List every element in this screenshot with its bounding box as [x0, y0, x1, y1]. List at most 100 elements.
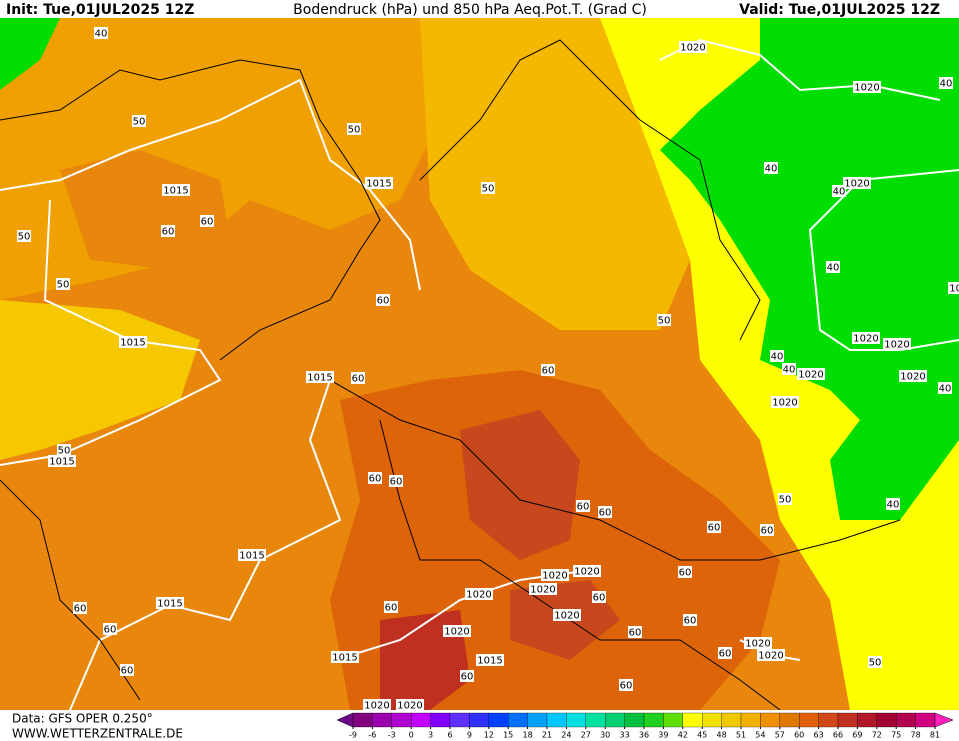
colorbar-segment — [876, 712, 897, 728]
thetae-label: 40 — [765, 164, 778, 175]
thetae-label-group: 50 — [657, 314, 671, 327]
thetae-label: 60 — [352, 374, 365, 385]
isobar-label: 1020 — [758, 651, 783, 662]
colorbar-tick-label: 78 — [911, 731, 921, 740]
colorbar-tick-label: 9 — [467, 731, 472, 740]
isobar-label-group: 1020 — [948, 282, 959, 295]
isobar-label-box — [797, 368, 825, 380]
thetae-label: 40 — [95, 29, 108, 40]
data-source: Data: GFS OPER 0.250° — [12, 712, 153, 726]
isobar-label-box — [852, 332, 880, 344]
colorbar-tick-label: 57 — [775, 731, 785, 740]
thetae-label-box — [103, 623, 117, 635]
thetae-label-box — [460, 670, 474, 682]
isobar-label-group: 1015 — [365, 177, 393, 190]
thetae-label: 50 — [869, 658, 882, 669]
isobar-label-box — [899, 370, 927, 382]
field-red — [460, 410, 580, 560]
colorbar-segment — [702, 712, 722, 728]
isobar-label: 1020 — [397, 701, 422, 712]
valid-time: Valid: Tue,01JUL2025 12Z — [739, 2, 940, 18]
thetae-label: 50 — [348, 125, 361, 136]
isobar-label: 1020 — [466, 590, 491, 601]
isobar-label-group: 1020 — [771, 396, 799, 409]
thetae-label-group: 60 — [161, 225, 175, 238]
thetae-label: 60 — [121, 666, 134, 677]
thetae-label-box — [17, 230, 31, 242]
isobar-label-group: 1015 — [331, 651, 359, 664]
isobar-label-box — [465, 588, 493, 600]
thetae-label-group: 60 — [376, 294, 390, 307]
thetae-label-group: 50 — [778, 493, 792, 506]
thetae-label-group: 60 — [351, 372, 365, 385]
isobar-label: 1015 — [239, 551, 264, 562]
isobar-label-box — [771, 396, 799, 408]
thetae-label: 60 — [629, 628, 642, 639]
colorbar-segment — [740, 712, 761, 728]
colorbar-tick-label: 51 — [736, 731, 746, 740]
border — [379, 419, 781, 711]
colorbar-tick-label: 72 — [872, 731, 882, 740]
thetae-label-box — [389, 475, 403, 487]
thetae-label: 60 — [385, 603, 398, 614]
coastline — [0, 479, 141, 701]
colorbar-tick-label: 66 — [833, 731, 843, 740]
isobar-label: 1020 — [680, 43, 705, 54]
thetae-label-box — [657, 314, 671, 326]
thetae-label-group: 60 — [678, 566, 692, 579]
isobar-label: 1015 — [477, 656, 502, 667]
thetae-label-group: 40 — [826, 261, 840, 274]
thetae-label-group: 40 — [832, 185, 846, 198]
isobar-label-group: 1020 — [396, 699, 424, 712]
colorbar-tick-label: 36 — [639, 731, 649, 740]
coastline — [0, 59, 381, 361]
colorbar-segment — [721, 712, 742, 728]
isobar-label-box — [853, 81, 881, 93]
isobar-label-group: 1015 — [119, 336, 147, 349]
isobar-label-box — [476, 654, 504, 666]
thetae-label-box — [161, 225, 175, 237]
colorbar-segment — [896, 712, 916, 728]
colorbar-segment — [799, 712, 819, 728]
isobar-label-group: 1020 — [363, 699, 391, 712]
isobar-label-box — [48, 455, 76, 467]
isobar-label-box — [119, 336, 147, 348]
thetae-label: 60 — [377, 296, 390, 307]
colorbar-tick-label: 6 — [447, 731, 452, 740]
isobar-label: 1020 — [554, 611, 579, 622]
thetae-label-group: 60 — [73, 602, 87, 615]
thetae-label: 60 — [461, 672, 474, 683]
thetae-label: 40 — [771, 352, 784, 363]
thetae-label-group: 60 — [628, 626, 642, 639]
colorbar-segment — [546, 712, 567, 728]
colorbar-tick-label: 42 — [678, 731, 688, 740]
field-orange-patch — [60, 150, 230, 270]
isobar-label-group: 1020 — [541, 569, 569, 582]
thetae-label-box — [628, 626, 642, 638]
map-title: Bodendruck (hPa) und 850 hPa Aeq.Pot.T. … — [293, 2, 647, 18]
isobar-label-group: 1020 — [443, 625, 471, 638]
colorbar-segment — [566, 712, 586, 728]
thetae-label-box — [376, 294, 390, 306]
thetae-label-box — [778, 493, 792, 505]
isobar-label-group: 1020 — [529, 583, 557, 596]
thetae-label: 40 — [939, 384, 952, 395]
thetae-label-box — [760, 524, 774, 536]
thetae-label-box — [832, 185, 846, 197]
thetae-label-box — [598, 506, 612, 518]
thetae-label-box — [384, 601, 398, 613]
isobar-label-box — [757, 649, 785, 661]
thetae-label: 60 — [684, 616, 697, 627]
colorbar-tick-label: -9 — [349, 731, 357, 740]
colorbar-tick-label: 75 — [891, 731, 901, 740]
thetae-label-group: 50 — [56, 278, 70, 291]
thetae-label: 60 — [708, 523, 721, 534]
thetae-label-box — [200, 215, 214, 227]
colorbar-segment — [391, 712, 412, 728]
colorbar-tick-label: 60 — [794, 731, 804, 740]
thetae-label-group: 40 — [94, 27, 108, 40]
isobar-label: 1020 — [949, 284, 959, 295]
colorbar-tick-label: 69 — [852, 731, 862, 740]
isobar-label: 1015 — [307, 373, 332, 384]
isobar-label: 1015 — [332, 653, 357, 664]
